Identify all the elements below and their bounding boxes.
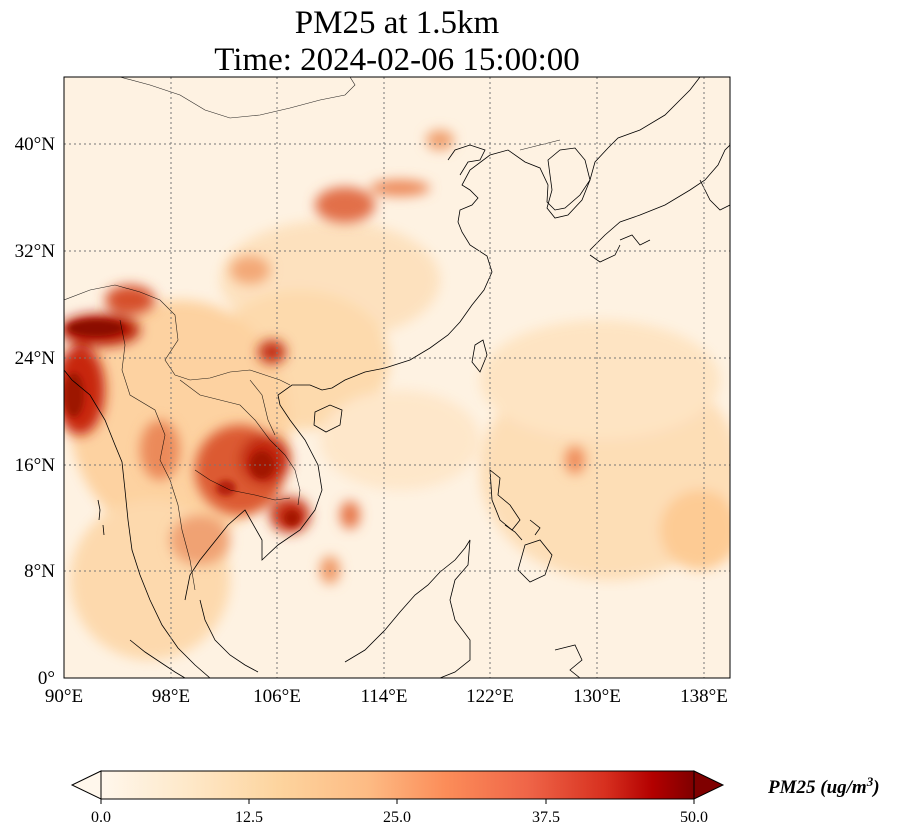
x-tick-label: 130°E (573, 686, 621, 707)
korea-peninsula (546, 147, 591, 219)
x-tick-label: 106°E (253, 686, 301, 707)
colorbar-tick-label: 50.0 (680, 809, 708, 826)
map-title-line1: PM25 at 1.5km (294, 5, 500, 41)
gridlines (64, 77, 730, 678)
y-tick-label: 0° (38, 668, 55, 689)
colorbar-tick-label: 37.5 (532, 809, 560, 826)
x-tick-label: 114°E (361, 686, 408, 707)
y-tick-label: 40°N (15, 134, 56, 155)
border-myanmar-thailand (119, 319, 196, 591)
bohai-coast (447, 144, 486, 176)
hainan-island (313, 404, 343, 433)
map-frame (63, 76, 731, 679)
colorbar-title-text: PM25 (ug/m (767, 777, 867, 798)
philippines-visayas (504, 519, 541, 541)
colorbar-tick-label: 25.0 (383, 809, 411, 826)
country-borders (64, 77, 561, 591)
border-mongolia (119, 77, 356, 119)
philippines-mindanao (517, 539, 553, 583)
y-tick-label: 32°N (15, 241, 56, 262)
y-tick-label: 16°N (15, 455, 56, 476)
map-title-line2: Time: 2024-02-06 15:00:00 (214, 42, 580, 78)
colorbar-title-sup: 3 (866, 774, 874, 789)
colorbar-title-close: ) (871, 777, 879, 798)
mainland-coastline (64, 77, 701, 678)
malay-peninsula (199, 599, 259, 673)
x-tick-label: 90°E (45, 686, 83, 707)
y-tick-labels: 0° 8°N 16°N 24°N 32°N 40°N (15, 134, 56, 689)
border-vietnam-laos (249, 379, 276, 436)
colorbar-extend-max (693, 770, 725, 800)
border-cambodia (194, 469, 291, 501)
japan-islands (589, 144, 730, 263)
philippines-luzon (489, 469, 521, 531)
y-tick-label: 8°N (24, 561, 55, 582)
colorbar-tick-label: 12.5 (235, 809, 263, 826)
coastlines (64, 77, 730, 678)
colorbar-tick-label: 0.0 (91, 809, 111, 826)
colorbar-gradient (101, 771, 694, 799)
x-tick-label: 122°E (466, 686, 514, 707)
border-laos (179, 379, 301, 506)
border-china-south (64, 284, 291, 386)
borneo-coast (344, 539, 471, 678)
pm25-field (64, 77, 730, 678)
y-tick-label: 24°N (15, 348, 56, 369)
x-tick-label: 138°E (680, 686, 728, 707)
colorbar-title: PM25 (ug/m3) (767, 774, 880, 798)
taiwan-island (471, 339, 488, 373)
colorbar-extend-min (70, 770, 102, 800)
sumatra-coast (129, 639, 186, 678)
andaman-islands (97, 499, 105, 536)
colorbar: 0.0 12.5 25.0 37.5 50.0 PM25 (ug/m3) (70, 770, 880, 826)
x-tick-label: 98°E (152, 686, 190, 707)
sulawesi-coast (554, 644, 583, 678)
x-tick-labels: 90°E 98°E 106°E 114°E 122°E 130°E 138°E (45, 686, 728, 707)
border-north-korea (519, 139, 561, 151)
colorbar-ticks (100, 799, 695, 804)
